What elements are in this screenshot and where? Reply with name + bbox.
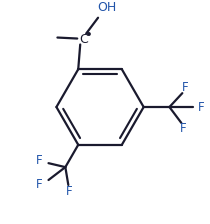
Text: F: F [180,122,187,135]
Text: OH: OH [97,1,117,14]
Text: F: F [66,185,73,198]
Text: C: C [79,33,88,46]
Text: F: F [182,81,189,94]
Text: •: • [85,29,93,42]
Text: F: F [36,179,43,192]
Text: F: F [36,154,43,167]
Text: F: F [198,101,205,114]
